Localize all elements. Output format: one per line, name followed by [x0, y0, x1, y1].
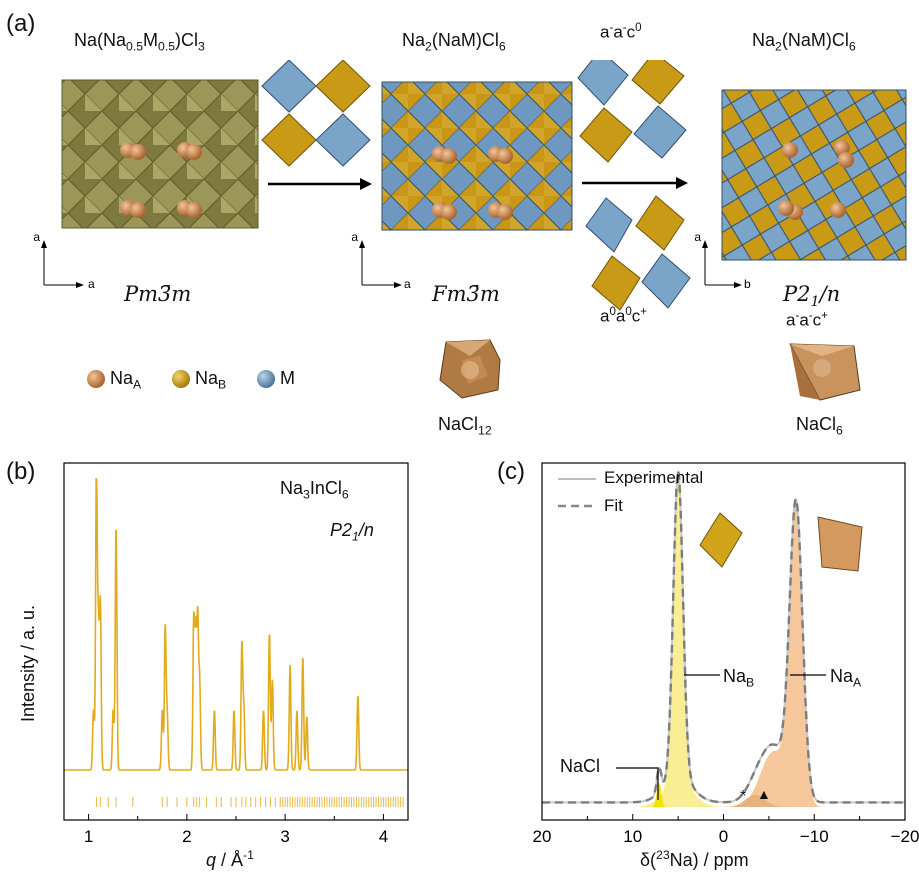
panel-b-label: (b)	[6, 458, 36, 485]
trigonal-prism-icon	[817, 516, 863, 572]
nmr-xtick-label: 0	[719, 827, 728, 846]
svg-text:a: a	[33, 230, 40, 244]
nmr-xlabel: δ(23Na) / ppm	[640, 848, 749, 870]
arrow-2-head	[676, 177, 688, 189]
tilt-label-3: a-a-c+	[786, 310, 828, 330]
spacegroup-3: P21/n	[783, 282, 841, 311]
nacl-callout	[616, 767, 659, 800]
peak-label-naa: NaA	[830, 666, 862, 690]
panel-a-label: (a)	[6, 10, 36, 37]
nmr-xtick-label: 10	[623, 827, 642, 846]
legend-m-ball	[257, 370, 275, 388]
formula-monoclinic: Na2(NaM)Cl6	[752, 30, 856, 54]
svg-text:a: a	[88, 277, 95, 291]
polyhedron-label-1: NaCl12	[438, 414, 492, 438]
xrd-xtick-label: 3	[280, 827, 289, 846]
axes-2: aa	[351, 230, 411, 291]
tilt-label-2: a0a0c+	[600, 306, 648, 326]
xrd-compound: Na3InCl6	[280, 478, 349, 502]
peak-label-nacl: NaCl	[560, 756, 601, 776]
xrd-spacegroup: P21/n	[330, 520, 374, 544]
octahedra-inset	[261, 60, 371, 167]
tilt-label-1: a-a-c0	[600, 22, 642, 42]
star-marker: *	[740, 788, 747, 805]
polyhedron-label-2: NaCl6	[796, 414, 843, 438]
legend-fit: Fit	[604, 496, 623, 515]
nmr-chart: 20 10 0 −10 −20	[533, 462, 919, 846]
svg-text:a: a	[351, 230, 358, 244]
nacl6-polyhedron	[789, 343, 861, 401]
panel-a-structures: aa aa ab	[33, 60, 907, 401]
nmr-xtick-label: 20	[533, 827, 552, 846]
axes-3: ab	[694, 230, 751, 291]
spacegroup-1: Pm3̄m	[124, 282, 192, 306]
fit-line	[542, 470, 905, 804]
xrd-xtick-label: 4	[379, 827, 388, 846]
xrd-chart: 1 2 3 4	[63, 462, 409, 846]
xrd-xtick-label: 1	[84, 827, 93, 846]
svg-text:b: b	[744, 277, 751, 291]
nmr-xtick-label: −20	[891, 827, 919, 846]
minor-fit-area	[542, 794, 905, 807]
legend-nab-label: NaB	[195, 368, 227, 392]
legend-m-label: M	[280, 368, 295, 388]
svg-text:a: a	[694, 230, 701, 244]
spacegroup-2: Fm3̄m	[432, 282, 500, 306]
octahedron-icon	[699, 512, 743, 568]
peak-label-nab: NaB	[723, 666, 755, 690]
xrd-xlabel: q / Å-1	[206, 848, 254, 870]
tilt-inset-1	[577, 60, 687, 163]
triangle-marker: ▲	[757, 786, 771, 802]
nacl12-polyhedron	[439, 339, 501, 399]
axes-1: aa	[33, 230, 95, 291]
cubic-structure	[61, 79, 259, 229]
monoclinic-structure	[721, 89, 907, 261]
fcc-structure	[381, 81, 573, 231]
xrd-xtick-label: 2	[182, 827, 191, 846]
legend-naa-label: NaA	[110, 368, 142, 392]
svg-text:a: a	[404, 277, 411, 291]
legend-nab-ball	[172, 370, 190, 388]
nmr-xtick-label: −10	[800, 827, 829, 846]
legend-naa-ball	[87, 370, 105, 388]
xrd-pattern-line	[64, 478, 408, 771]
panel-c-label: (c)	[497, 458, 525, 485]
tilt-inset-2	[585, 195, 691, 311]
formula-double-perovskite: Na2(NaM)Cl6	[402, 30, 506, 54]
arrow-1-head	[360, 178, 372, 190]
legend-experimental: Experimental	[604, 468, 704, 487]
formula-cubic: Na(Na0.5M0.5)Cl3	[74, 30, 205, 54]
